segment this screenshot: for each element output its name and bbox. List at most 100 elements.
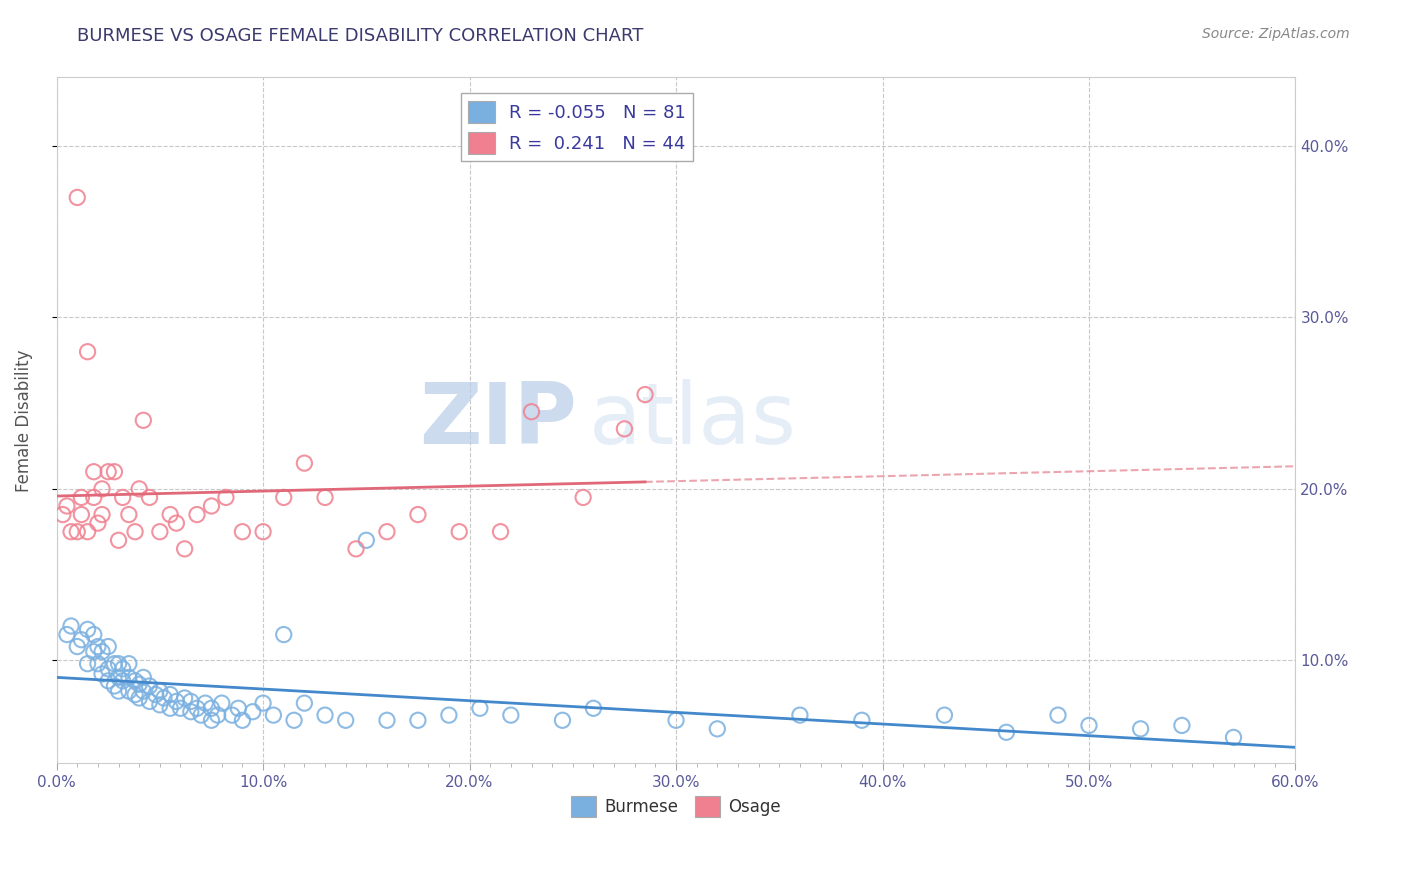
Point (173, 541, 195, 556)
Point (118, 670, 141, 684)
Point (995, 725, 1018, 739)
Point (582, 701, 605, 715)
Point (132, 413, 155, 427)
Text: atlas: atlas (589, 379, 797, 462)
Point (118, 508, 141, 522)
Point (252, 524, 274, 539)
Point (242, 705, 264, 719)
Point (283, 713, 305, 727)
Point (1171, 718, 1194, 732)
Point (406, 713, 429, 727)
Y-axis label: Female Disability: Female Disability (15, 349, 32, 491)
Point (262, 708, 284, 723)
Point (169, 701, 191, 715)
Point (221, 708, 243, 723)
Point (226, 701, 249, 715)
Point (252, 696, 274, 710)
Point (83, 645, 105, 659)
Point (70, 508, 93, 522)
Point (76, 344, 98, 359)
Point (200, 713, 222, 727)
Point (665, 713, 688, 727)
Point (159, 701, 181, 715)
Point (1222, 731, 1244, 745)
Point (165, 694, 187, 708)
Point (335, 713, 357, 727)
Point (159, 688, 181, 702)
Point (128, 690, 150, 705)
Point (87, 640, 110, 654)
Point (70, 632, 93, 647)
Point (706, 722, 728, 736)
Point (111, 673, 134, 688)
Point (76, 657, 98, 671)
Point (449, 524, 471, 539)
Point (314, 491, 336, 505)
Point (207, 708, 229, 723)
Point (344, 541, 367, 556)
Point (165, 516, 187, 530)
Point (91, 508, 114, 522)
Point (200, 701, 222, 715)
Point (211, 696, 233, 710)
Point (97, 662, 120, 676)
Point (520, 405, 543, 419)
Point (634, 387, 657, 401)
Point (180, 705, 202, 719)
Point (60, 619, 83, 633)
Point (153, 690, 176, 705)
Point (103, 679, 125, 693)
Point (103, 465, 125, 479)
Point (138, 491, 160, 505)
Point (194, 696, 217, 710)
Point (180, 694, 202, 708)
Point (200, 499, 222, 513)
Point (273, 491, 295, 505)
Point (128, 677, 150, 691)
Point (437, 708, 460, 723)
Point (138, 679, 160, 693)
Point (375, 524, 398, 539)
Point (83, 491, 105, 505)
Point (66, 524, 89, 539)
Text: BURMESE VS OSAGE FEMALE DISABILITY CORRELATION CHART: BURMESE VS OSAGE FEMALE DISABILITY CORRE… (77, 27, 644, 45)
Point (789, 708, 811, 723)
Point (66, 640, 89, 654)
Point (76, 623, 98, 637)
Point (934, 708, 956, 723)
Point (87, 657, 110, 671)
Point (499, 708, 522, 723)
Text: Source: ZipAtlas.com: Source: ZipAtlas.com (1202, 27, 1350, 41)
Point (97, 465, 120, 479)
Point (66, 190, 89, 204)
Point (489, 524, 512, 539)
Point (186, 701, 208, 715)
Point (56, 627, 79, 641)
Point (124, 673, 146, 688)
Point (375, 713, 398, 727)
Point (173, 690, 195, 705)
Point (149, 698, 172, 712)
Point (1078, 718, 1101, 732)
Point (91, 482, 114, 496)
Point (56, 499, 79, 513)
Point (83, 627, 105, 641)
Point (356, 533, 378, 548)
Point (132, 670, 155, 684)
Point (190, 708, 212, 723)
Point (111, 491, 134, 505)
Point (52, 508, 75, 522)
Point (613, 422, 636, 436)
Point (107, 670, 129, 684)
Point (314, 708, 336, 723)
Point (83, 465, 105, 479)
Point (273, 627, 295, 641)
Point (145, 688, 167, 702)
Point (124, 524, 146, 539)
Point (107, 684, 129, 698)
Point (149, 524, 172, 539)
Point (118, 657, 141, 671)
Legend: Burmese, Osage: Burmese, Osage (564, 789, 787, 823)
Point (851, 713, 873, 727)
Point (132, 684, 155, 698)
